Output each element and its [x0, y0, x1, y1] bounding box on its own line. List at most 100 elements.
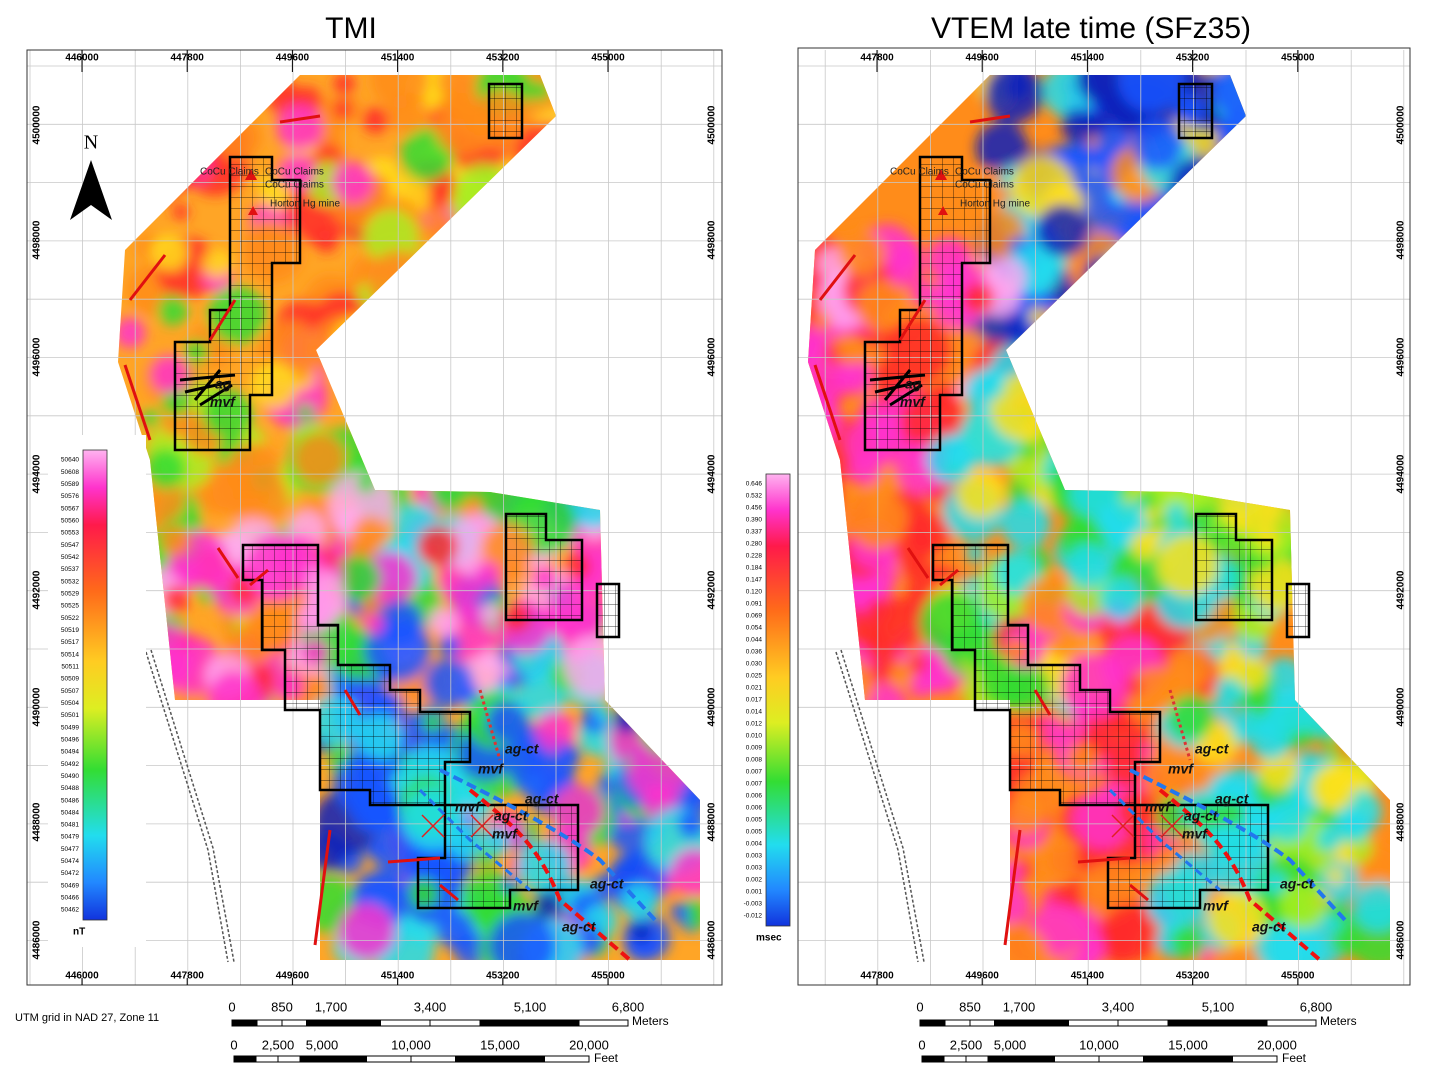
- claim-block: [1285, 582, 1311, 639]
- scale-segment: [969, 1019, 995, 1027]
- legend-label: 50553: [61, 530, 79, 537]
- geology-label: ag-ct: [1252, 919, 1287, 935]
- scale-label: 850: [271, 999, 293, 1014]
- scale-segment: [1167, 1019, 1219, 1027]
- anomaly-blob: [1000, 498, 1051, 549]
- geology-label: ag-ct: [505, 741, 540, 757]
- anomaly-blob: [145, 448, 186, 490]
- geology-label: ag-ct: [590, 876, 625, 892]
- scale-segment: [1217, 1019, 1268, 1027]
- anomaly-blob: [835, 334, 867, 366]
- pit-marker: [1111, 814, 1135, 838]
- fault: [208, 299, 237, 341]
- geology-label: mvf: [1145, 799, 1171, 815]
- anomaly-blob: [813, 313, 831, 331]
- x-tick-label-bottom: 451400: [381, 971, 415, 982]
- scale-segment: [1009, 1055, 1055, 1063]
- legend-label: 0.003: [746, 853, 763, 860]
- anomaly-blob: [338, 903, 395, 960]
- pit-marker: [421, 814, 445, 838]
- fault: [249, 568, 269, 587]
- anomaly-blob: [1165, 502, 1187, 524]
- anomaly-blob: [1208, 889, 1266, 948]
- color-bar: [82, 449, 108, 921]
- legend-label: 0.003: [746, 865, 763, 872]
- scale-segment: [919, 1019, 946, 1027]
- scale-label: 850: [959, 999, 981, 1014]
- y-tick-label: 4492000: [32, 570, 43, 609]
- anomaly-blob: [1117, 75, 1185, 113]
- anomaly-blob: [428, 607, 459, 638]
- x-tick-label-bottom: 446000: [65, 971, 99, 982]
- scale-segment: [231, 1019, 258, 1027]
- y-tick-label: 4496000: [1396, 337, 1407, 376]
- y-tick-label: 4488000: [707, 802, 718, 841]
- anomaly-blob: [1235, 656, 1268, 690]
- anomaly-blob: [1099, 577, 1143, 621]
- legend-label: 0.009: [746, 745, 763, 752]
- legend-label: 50469: [61, 882, 79, 889]
- geology-label: ag-ct: [562, 919, 597, 935]
- place-label: CoCu Claims: [955, 180, 1014, 191]
- scale-label: 5,100: [514, 999, 547, 1014]
- anomaly-blob: [434, 97, 494, 157]
- legend-label: 50462: [61, 907, 79, 914]
- legend-label: 50504: [61, 700, 79, 707]
- fault: [439, 883, 459, 902]
- fault: [1033, 689, 1052, 716]
- legend-label: 0.006: [746, 793, 763, 800]
- x-tick-label-top: 451400: [1071, 53, 1105, 64]
- anomaly-blob: [363, 613, 385, 635]
- legend-label: 0.337: [746, 529, 763, 536]
- scale-label: 6,800: [612, 999, 645, 1014]
- scale-label: 3,400: [1102, 999, 1135, 1014]
- place-label: CoCu Claims: [890, 167, 949, 178]
- road: [840, 649, 925, 963]
- anomaly-blob: [486, 701, 528, 743]
- place-label: CoCu Claims: [200, 167, 259, 178]
- scale-label: 5,000: [994, 1037, 1027, 1052]
- anomaly-blob: [593, 705, 611, 723]
- mine-marker: [245, 169, 258, 215]
- geology-label: mvf: [1203, 898, 1229, 914]
- geology-label: mvf: [513, 898, 539, 914]
- legend-label: 50560: [61, 518, 79, 525]
- x-tick-label-bottom: 451400: [1071, 971, 1105, 982]
- geology-label: ag-ct: [1280, 876, 1315, 892]
- legend-label: 0.646: [746, 481, 763, 488]
- scale-label: 5,000: [306, 1037, 339, 1052]
- north-label: N: [84, 132, 98, 154]
- north-arrow: [70, 160, 112, 220]
- scale-label: 2,500: [950, 1037, 983, 1052]
- scale-segment: [366, 1055, 412, 1063]
- geology-label: mvf: [1182, 826, 1208, 842]
- scale-segment: [921, 1055, 945, 1063]
- anomaly-blob: [1334, 844, 1355, 864]
- anomaly-blob: [677, 811, 700, 839]
- x-tick-label-top: 449600: [966, 53, 1000, 64]
- legend-label: 0.005: [746, 817, 763, 824]
- legend-label: 0.030: [746, 661, 763, 668]
- fault: [969, 114, 1011, 124]
- scale-label: 0: [918, 1037, 925, 1052]
- legend-label: 50608: [61, 469, 79, 476]
- geology-label: ag-ct: [1215, 791, 1250, 807]
- legend-label: 50640: [61, 457, 79, 464]
- anomaly-blob: [118, 317, 146, 349]
- x-tick-label-top: 447800: [171, 53, 205, 64]
- y-tick-label: 4498000: [1396, 220, 1407, 259]
- anomaly-blob: [1045, 845, 1077, 877]
- scale-label: 15,000: [480, 1037, 520, 1052]
- anomaly-blob: [1265, 798, 1310, 843]
- anomaly-blob: [1130, 530, 1160, 560]
- anomaly-blob: [1074, 172, 1126, 224]
- map-frame: [26, 49, 723, 986]
- y-tick-label: 4494000: [32, 454, 43, 493]
- legend-label: 50472: [61, 870, 79, 877]
- anomaly-blob: [1331, 926, 1362, 957]
- legend-label: 50537: [61, 566, 79, 573]
- legend-label: 0.004: [746, 841, 763, 848]
- anomaly-blob: [1168, 694, 1214, 740]
- anomaly-blob: [975, 121, 1029, 175]
- legend-label: 50492: [61, 761, 79, 768]
